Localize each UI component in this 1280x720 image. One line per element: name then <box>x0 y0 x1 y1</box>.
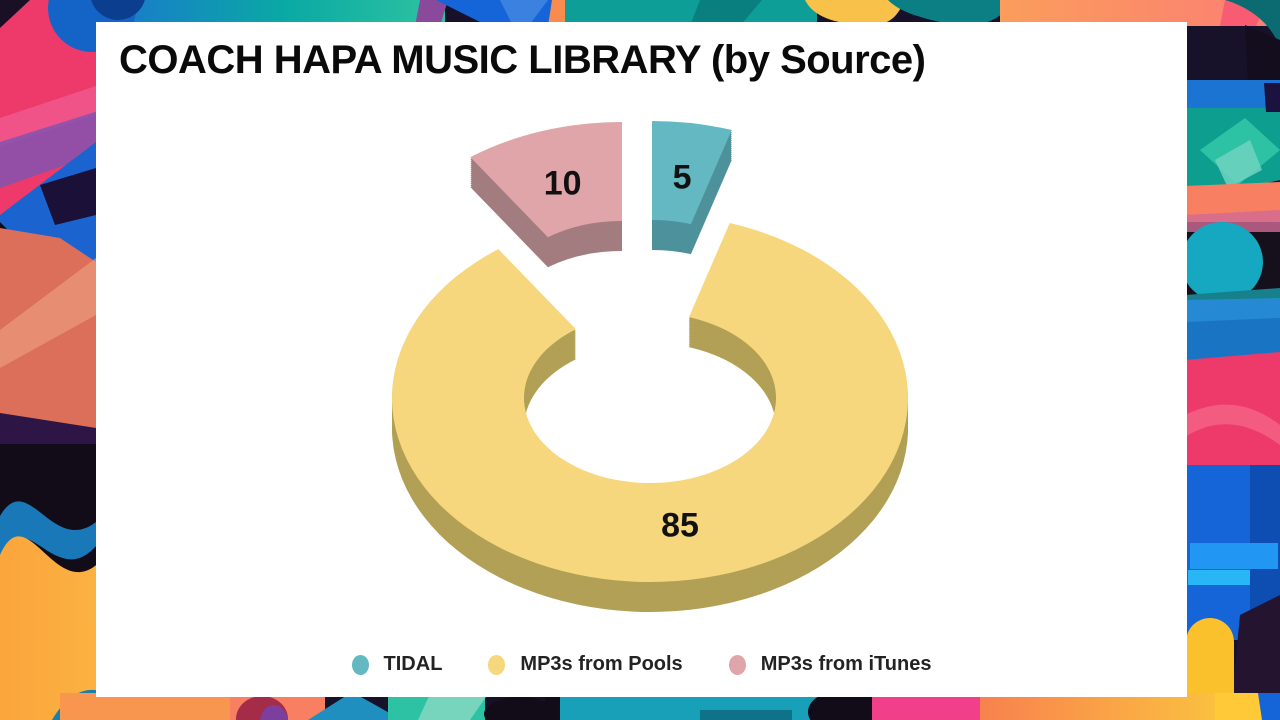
legend-label-mp3s-from-pools: MP3s from Pools <box>520 653 683 675</box>
pie-slice-mp3s-from-itunes[interactable] <box>470 122 622 268</box>
pie-slice-mp3s-from-pools[interactable] <box>391 223 908 612</box>
legend-item-tidal[interactable]: TIDAL <box>351 653 443 676</box>
legend-marker-mp3s-from-itunes <box>728 654 746 675</box>
value-label-2: 10 <box>544 164 582 202</box>
legend-marker-tidal <box>351 654 369 675</box>
legend-item-mp3s-from-pools[interactable]: MP3s from Pools <box>488 653 683 676</box>
legend-label-mp3s-from-itunes: MP3s from iTunes <box>760 653 932 675</box>
value-label-1: 85 <box>661 506 699 544</box>
pie-slice-tidal[interactable] <box>652 121 732 255</box>
legend-marker-mp3s-from-pools <box>488 654 506 675</box>
chart-title: COACH HAPA MUSIC LIBRARY (by Source) <box>119 38 926 82</box>
donut-chart: 5 85 10 <box>391 121 908 612</box>
chart-card: COACH HAPA MUSIC LIBRARY (by Source) 5 85… <box>96 22 1187 697</box>
legend-label-tidal: TIDAL <box>383 653 443 675</box>
legend-item-mp3s-from-itunes[interactable]: MP3s from iTunes <box>728 653 932 676</box>
value-label-0: 5 <box>673 159 692 197</box>
chart-legend: TIDAL MP3s from Pools MP3s from iTunes <box>96 653 1187 676</box>
